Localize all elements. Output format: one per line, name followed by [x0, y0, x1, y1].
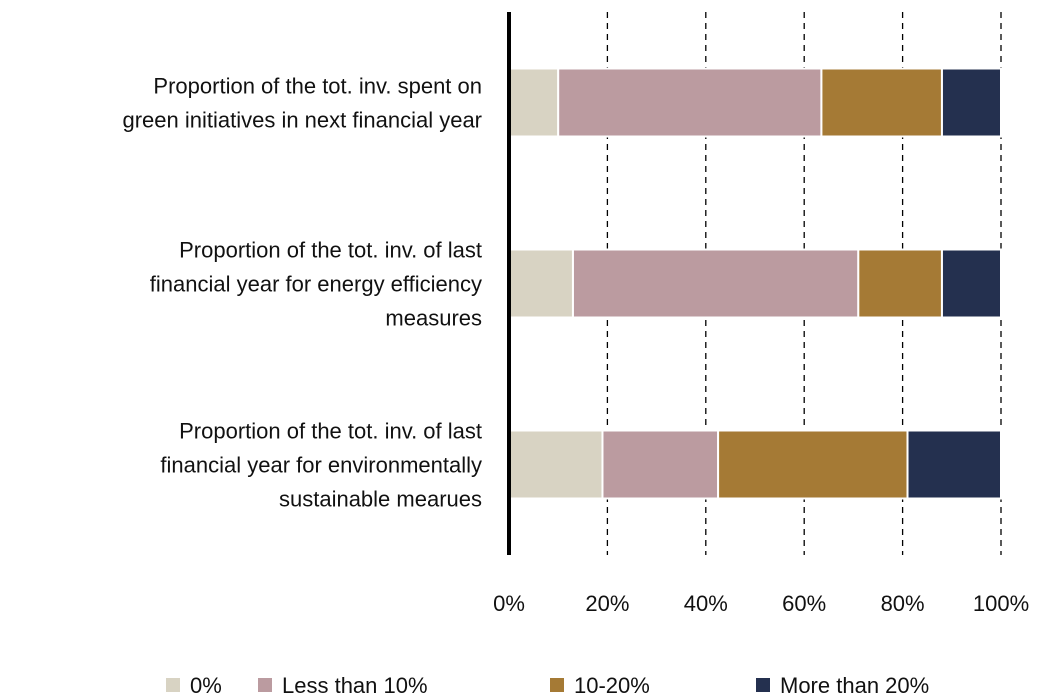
legend-swatch: [166, 678, 180, 692]
y-tick-label: Proportion of the tot. inv. of last finan…: [160, 419, 482, 512]
bar-segment: [557, 67, 823, 138]
bar-segment: [857, 248, 943, 319]
bar-segment: [508, 248, 574, 319]
legend-label: Less than 10%: [282, 673, 428, 698]
legend-label: 0%: [190, 673, 222, 698]
legend-label: 10-20%: [574, 673, 650, 698]
bar-segment: [601, 429, 720, 500]
bar-segment: [940, 248, 1003, 319]
bar-segment: [820, 67, 943, 138]
legend-swatch: [258, 678, 272, 692]
x-tick-label: 100%: [973, 591, 1029, 616]
bar-segment: [940, 67, 1003, 138]
x-tick-label: 40%: [684, 591, 728, 616]
x-tick-label: 60%: [782, 591, 826, 616]
x-tick-label: 0%: [493, 591, 525, 616]
bar-segment: [508, 429, 604, 500]
legend-swatch: [550, 678, 564, 692]
bar-segment: [571, 248, 860, 319]
y-tick-label: Proportion of the tot. inv. of last finan…: [150, 238, 482, 331]
bar-segment: [508, 67, 560, 138]
y-tick-label: Proportion of the tot. inv. spent on gree…: [122, 74, 482, 133]
bar-segment: [906, 429, 1003, 500]
bar-segment: [717, 429, 909, 500]
x-tick-label: 80%: [881, 591, 925, 616]
legend-swatch: [756, 678, 770, 692]
legend-label: More than 20%: [780, 673, 929, 698]
x-tick-label: 20%: [585, 591, 629, 616]
